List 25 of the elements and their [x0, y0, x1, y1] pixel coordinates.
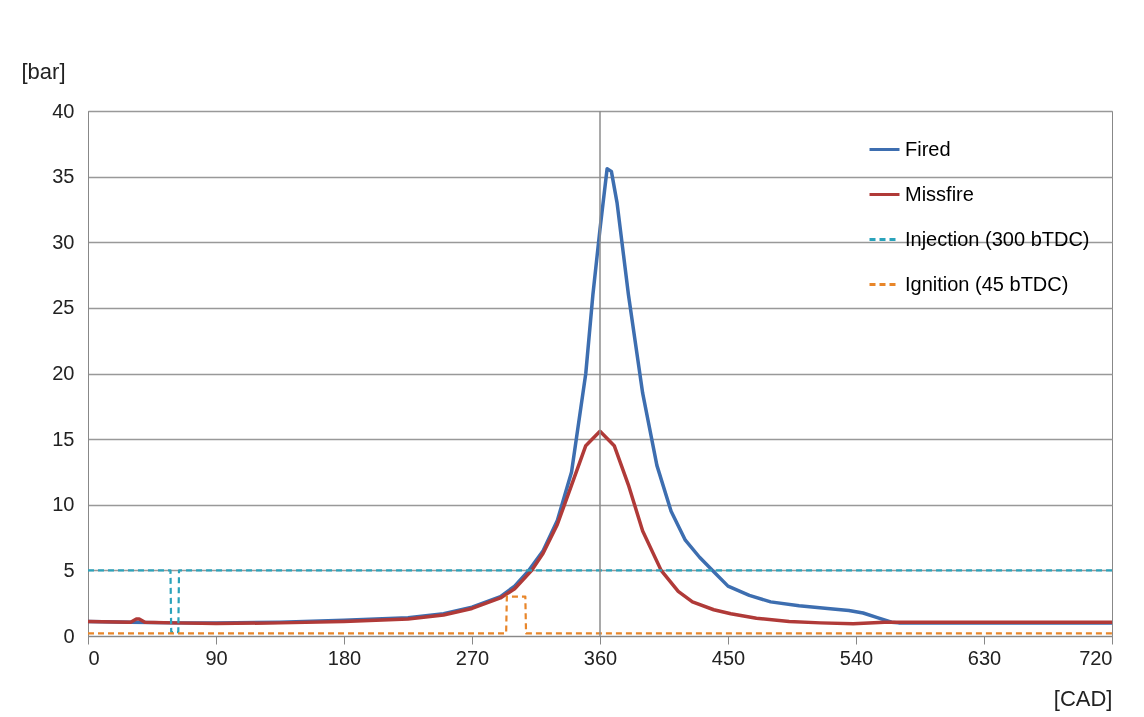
y-tick-label: 30 — [52, 230, 75, 253]
legend-label: Ignition (45 bTDC) — [905, 272, 1069, 295]
y-tick-label: 35 — [52, 165, 75, 188]
line-series — [86, 429, 1114, 626]
x-tick-label: 360 — [583, 646, 618, 669]
y-tick-label: 5 — [63, 558, 75, 581]
x-axis-title: [CAD] — [1053, 685, 1113, 711]
y-tick-label: 20 — [52, 362, 75, 384]
x-tick-label: 630 — [967, 646, 1002, 669]
x-tick-label: 720 — [1079, 646, 1113, 669]
y-tick-label: 10 — [52, 493, 75, 516]
x-tick-label: 540 — [839, 646, 874, 669]
legend-label: Missfire — [905, 182, 974, 205]
x-tick-label: 90 — [205, 646, 228, 669]
x-tick-label: 180 — [327, 646, 362, 669]
x-tick-label: 270 — [455, 646, 490, 669]
y-axis-title: [bar] — [21, 58, 66, 84]
y-tick-label: 15 — [52, 427, 75, 450]
y-tick-label: 0 — [63, 624, 75, 647]
x-tick-label: 450 — [711, 646, 746, 669]
x-tick-label: 0 — [88, 646, 100, 669]
y-tick-label: 25 — [52, 296, 75, 319]
legend-label: Fired — [905, 137, 951, 160]
y-tick-label: 40 — [52, 99, 75, 122]
legend-label: Injection (300 bTDC) — [905, 227, 1090, 250]
